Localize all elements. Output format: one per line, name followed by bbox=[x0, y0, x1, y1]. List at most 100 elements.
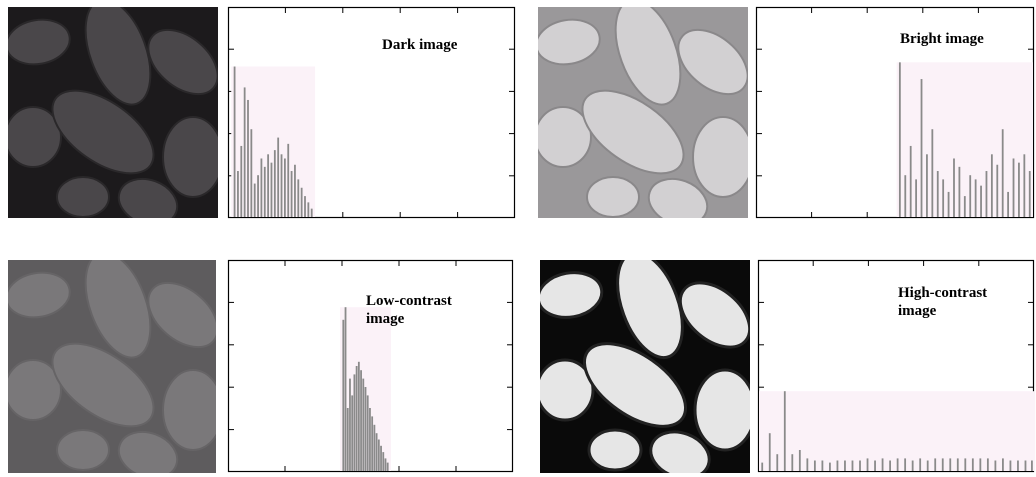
histogram-bar bbox=[969, 175, 972, 217]
histogram-bar bbox=[247, 99, 249, 217]
histogram-bar bbox=[971, 458, 974, 471]
histogram-bar bbox=[369, 408, 371, 471]
histogram-bar bbox=[270, 162, 273, 217]
bright-photo bbox=[538, 7, 748, 218]
high-contrast-photo bbox=[540, 260, 750, 473]
histogram-bar bbox=[934, 458, 937, 471]
histogram-bar bbox=[947, 191, 950, 217]
histogram-bar bbox=[364, 387, 367, 471]
histogram-bar bbox=[958, 166, 961, 217]
histogram-bar bbox=[813, 460, 816, 471]
high-contrast-histogram bbox=[757, 259, 1036, 473]
histogram-bar bbox=[342, 319, 345, 471]
histogram-bar bbox=[233, 66, 236, 217]
histogram-bar bbox=[909, 145, 912, 217]
histogram-bar bbox=[1028, 171, 1031, 217]
low-contrast-label: Low-contrast image bbox=[366, 293, 452, 327]
histogram-bar bbox=[346, 408, 349, 471]
bright-histogram bbox=[755, 6, 1035, 219]
histogram-bar bbox=[904, 175, 907, 217]
low-contrast-photo bbox=[8, 260, 216, 473]
histogram-bar bbox=[1018, 162, 1020, 217]
histogram-bar bbox=[889, 460, 891, 471]
histogram-bar bbox=[375, 433, 378, 471]
histogram-bar bbox=[257, 175, 259, 217]
histogram-bar bbox=[273, 150, 276, 217]
histogram-bar bbox=[300, 187, 303, 217]
histogram-bar bbox=[382, 452, 385, 471]
histogram-bar bbox=[926, 460, 929, 471]
histogram-bar bbox=[798, 450, 801, 471]
histogram-bar bbox=[898, 62, 901, 218]
dark-histogram bbox=[227, 6, 516, 219]
histogram-bar bbox=[783, 391, 786, 471]
histogram-bar bbox=[1017, 460, 1019, 471]
histogram-bar bbox=[386, 462, 389, 471]
histogram-bar bbox=[1024, 460, 1027, 471]
histogram-bar bbox=[377, 439, 380, 471]
histogram-bar bbox=[986, 458, 989, 471]
histogram-shade bbox=[896, 62, 1033, 218]
histogram-bar bbox=[353, 374, 356, 471]
low-contrast-histogram bbox=[227, 259, 514, 473]
histogram-bar bbox=[1007, 191, 1010, 217]
histogram-bar bbox=[310, 208, 313, 217]
histogram-bar bbox=[371, 416, 374, 471]
histogram-bar bbox=[821, 460, 824, 471]
histogram-bar bbox=[263, 166, 266, 217]
histogram-bar bbox=[344, 307, 347, 471]
histogram-bar bbox=[355, 366, 358, 471]
histogram-bar bbox=[237, 171, 239, 217]
histogram-bar bbox=[829, 462, 831, 471]
histogram-bar bbox=[290, 171, 293, 217]
histogram-bar bbox=[267, 154, 270, 217]
histogram-bar bbox=[362, 378, 365, 471]
histogram-bar bbox=[351, 395, 354, 471]
histogram-bar bbox=[761, 462, 764, 471]
histogram-bar bbox=[996, 164, 999, 217]
histogram-bar bbox=[253, 183, 256, 217]
histogram-bar bbox=[836, 460, 839, 471]
histogram-bar bbox=[307, 202, 310, 217]
histogram-bar bbox=[859, 460, 861, 471]
high-contrast-label: High-contrast image bbox=[898, 285, 988, 319]
histogram-bar bbox=[949, 458, 952, 471]
histogram-bar bbox=[1001, 129, 1004, 217]
histogram-bar bbox=[926, 154, 928, 217]
histogram-bar bbox=[990, 154, 993, 217]
histogram-bar bbox=[896, 458, 899, 471]
histogram-bar bbox=[919, 458, 922, 471]
histogram-bar bbox=[911, 460, 914, 471]
histogram-bar bbox=[280, 154, 283, 217]
histogram-bar bbox=[357, 361, 360, 471]
histogram-bar bbox=[1002, 458, 1004, 471]
histogram-bar bbox=[866, 458, 869, 471]
histogram-bar bbox=[974, 179, 977, 217]
histogram-bar bbox=[366, 395, 369, 471]
histogram-bar bbox=[942, 179, 945, 217]
histogram-bar bbox=[936, 171, 939, 217]
histogram-bar bbox=[931, 129, 934, 217]
histogram-bar bbox=[964, 458, 967, 471]
histogram-bar bbox=[1023, 154, 1026, 217]
histogram-bar bbox=[1012, 158, 1015, 217]
histogram-bar bbox=[941, 458, 944, 471]
histogram-bar bbox=[260, 158, 263, 217]
dark-photo bbox=[8, 7, 218, 218]
histogram-bar bbox=[250, 129, 253, 217]
histogram-bar bbox=[287, 143, 290, 217]
histogram-bar bbox=[297, 179, 300, 217]
histogram-bar bbox=[384, 458, 387, 471]
histogram-bar bbox=[283, 158, 286, 217]
histogram-bar bbox=[240, 145, 243, 217]
histogram-bar bbox=[1031, 460, 1033, 471]
histogram-bar bbox=[904, 458, 907, 471]
histogram-bar bbox=[806, 458, 809, 471]
histogram-bar bbox=[881, 458, 884, 471]
histogram-bar bbox=[791, 454, 794, 471]
histogram-bar bbox=[294, 164, 296, 217]
histogram-bar bbox=[985, 171, 988, 217]
histogram-bar bbox=[243, 87, 246, 217]
histogram-bar bbox=[994, 460, 997, 471]
histogram-bar bbox=[380, 445, 382, 471]
